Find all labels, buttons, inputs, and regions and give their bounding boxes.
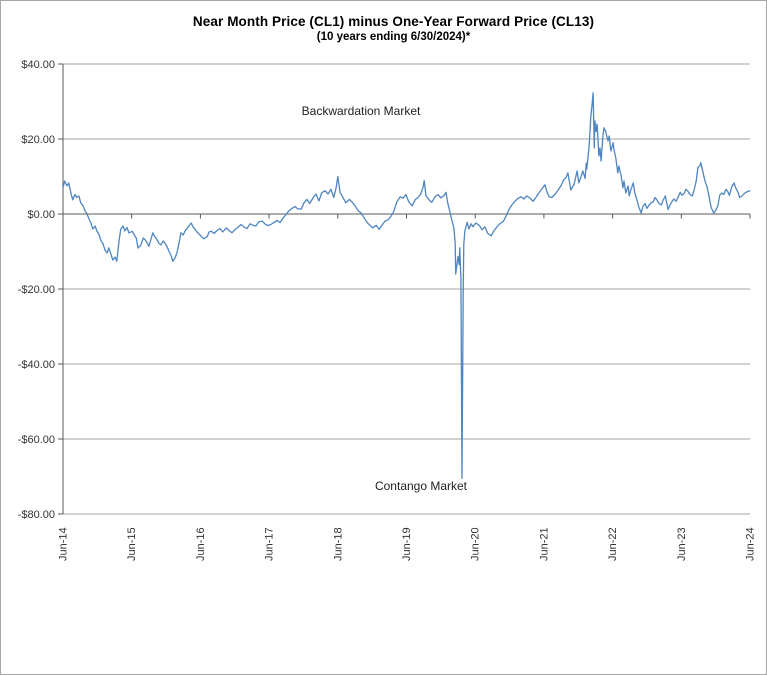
- chart-title: Near Month Price (CL1) minus One-Year Fo…: [192, 14, 595, 29]
- y-axis-label: $40.00: [21, 59, 55, 71]
- y-axis-label: -$40.00: [18, 359, 55, 371]
- y-axis-label: -$80.00: [18, 509, 55, 521]
- x-axis-label: Jun-15: [126, 527, 138, 561]
- chart-subtitle: (10 years ending 6/30/2024)*: [316, 31, 471, 43]
- y-axis-label: $20.00: [21, 134, 55, 146]
- y-axis-label: -$60.00: [18, 434, 55, 446]
- x-axis-label: Jun-16: [195, 527, 207, 561]
- x-axis-label: Jun-19: [401, 527, 413, 561]
- data-line-cl1-minus-cl13-spread-bbl-: [62, 92, 751, 480]
- x-axis-label: Jun-18: [332, 527, 344, 561]
- x-axis-label: Jun-20: [470, 527, 482, 561]
- x-axis-label: Jun-24: [745, 527, 757, 561]
- x-axis-label: Jun-22: [607, 527, 619, 561]
- x-axis-label: Jun-14: [58, 527, 70, 561]
- y-axis-label: $0.00: [27, 209, 55, 221]
- x-axis-label: Jun-21: [538, 527, 550, 561]
- annotation-contango-market: Contango Market: [374, 479, 468, 493]
- y-axis-label: -$20.00: [18, 284, 55, 296]
- x-axis-label: Jun-17: [264, 527, 276, 561]
- annotation-backwardation-market: Backwardation Market: [301, 104, 421, 118]
- x-axis-label: Jun-23: [676, 527, 688, 561]
